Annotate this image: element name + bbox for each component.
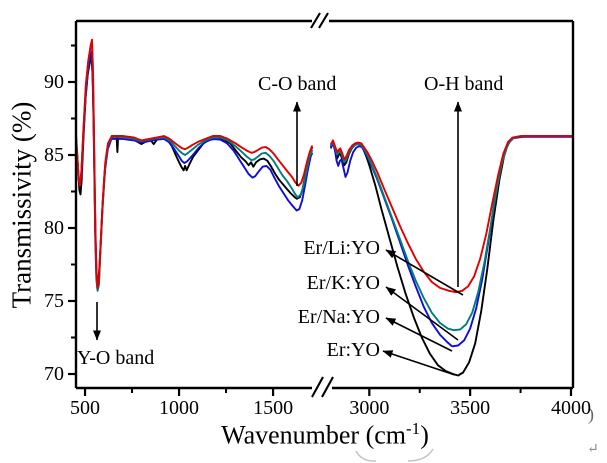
spectrum-curves [75,38,574,377]
x-axis-title-close: ) [420,420,429,450]
x-tick-label-500: 500 [70,397,101,419]
annotation-arrows [93,101,464,376]
axes [68,44,573,396]
y-tick-label-85: 85 [44,144,64,166]
axis-break-marks-icon [310,12,334,398]
oh-band-annotation: O-H band [424,73,504,95]
x-tick-label-3000: 3000 [349,397,390,419]
x-tick-label-4000: 4000 [550,397,591,419]
x-tick-label-3500: 3500 [450,397,491,419]
x-axis-title: Wavenumber (cm-1) [170,419,480,451]
series-curve-er-li-yo [75,38,574,294]
x-tick-label-1000: 1000 [159,397,200,419]
co-band-annotation: C-O band [258,73,337,95]
y-tick-label-75: 75 [44,290,64,312]
x-axis-title-superscript: -1 [406,419,421,438]
series-label-er-yo: Er:YO [326,339,380,361]
x-axis-title-text: Wavenumber (cm [221,420,407,450]
er-na-callout-arrow-icon [385,317,453,352]
y-axis-title: Transmissivity (%) [6,101,37,309]
y-tick-label-70: 70 [44,363,64,385]
series-label-er-na-yo: Er/Na:YO [297,306,380,328]
series-label-er-k-yo: Er/K:YO [306,272,380,294]
y-tick-label-80: 80 [44,217,64,239]
plot-frame [74,12,575,398]
yo-band-annotation: Y-O band [77,347,155,369]
stray-parenthesis-artifact: ) [588,404,594,424]
y-tick-label-90: 90 [44,71,64,93]
series-label-er-li-yo: Er/Li:YO [303,237,380,259]
return-mark-artifact: ↵ [587,442,599,457]
artifact-marks [355,448,434,462]
er-k-callout-arrow-icon [385,286,459,341]
er-li-callout-arrow-icon [385,249,464,296]
x-tick-label-1500: 1500 [253,397,294,419]
er-callout-arrow-icon [382,350,456,376]
